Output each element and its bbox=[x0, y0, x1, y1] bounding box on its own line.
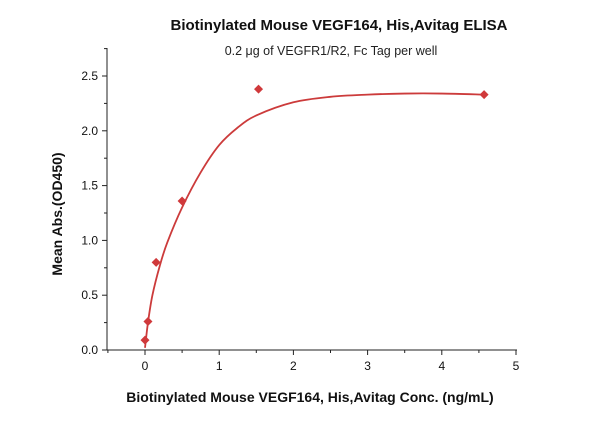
y-tick-label: 0.5 bbox=[81, 288, 98, 302]
x-axis-ticks: 0 1 2 3 4 5 bbox=[107, 350, 520, 373]
axes bbox=[106, 48, 517, 351]
x-tick-label: 0 bbox=[142, 359, 149, 373]
data-point bbox=[254, 84, 264, 94]
y-axis-ticks: 0.0 0.5 1.0 1.5 2.0 2.5 bbox=[81, 48, 107, 357]
chart-title: Biotinylated Mouse VEGF164, His,Avitag E… bbox=[170, 17, 507, 34]
fit-curve bbox=[144, 92, 485, 348]
data-point bbox=[151, 257, 161, 267]
x-tick-label: 5 bbox=[513, 359, 520, 373]
data-point bbox=[140, 335, 150, 345]
data-point bbox=[479, 90, 489, 100]
data-point bbox=[143, 317, 153, 327]
y-axis-label: Mean Abs.(OD450) bbox=[49, 152, 65, 275]
data-point bbox=[177, 196, 187, 206]
y-tick-label: 0.0 bbox=[81, 343, 98, 357]
y-tick-label: 2.5 bbox=[81, 69, 98, 83]
y-tick-label: 2.0 bbox=[81, 124, 98, 138]
x-tick-label: 4 bbox=[438, 359, 445, 373]
y-tick-label: 1.5 bbox=[81, 179, 98, 193]
x-axis-label: Biotinylated Mouse VEGF164, His,Avitag C… bbox=[126, 389, 493, 405]
chart-subtitle: 0.2 μg of VEGFR1/R2, Fc Tag per well bbox=[225, 44, 438, 58]
x-tick-label: 3 bbox=[364, 359, 371, 373]
x-tick-label: 1 bbox=[216, 359, 223, 373]
x-tick-label: 2 bbox=[290, 359, 297, 373]
y-tick-label: 1.0 bbox=[81, 233, 98, 247]
data-points bbox=[140, 84, 489, 345]
